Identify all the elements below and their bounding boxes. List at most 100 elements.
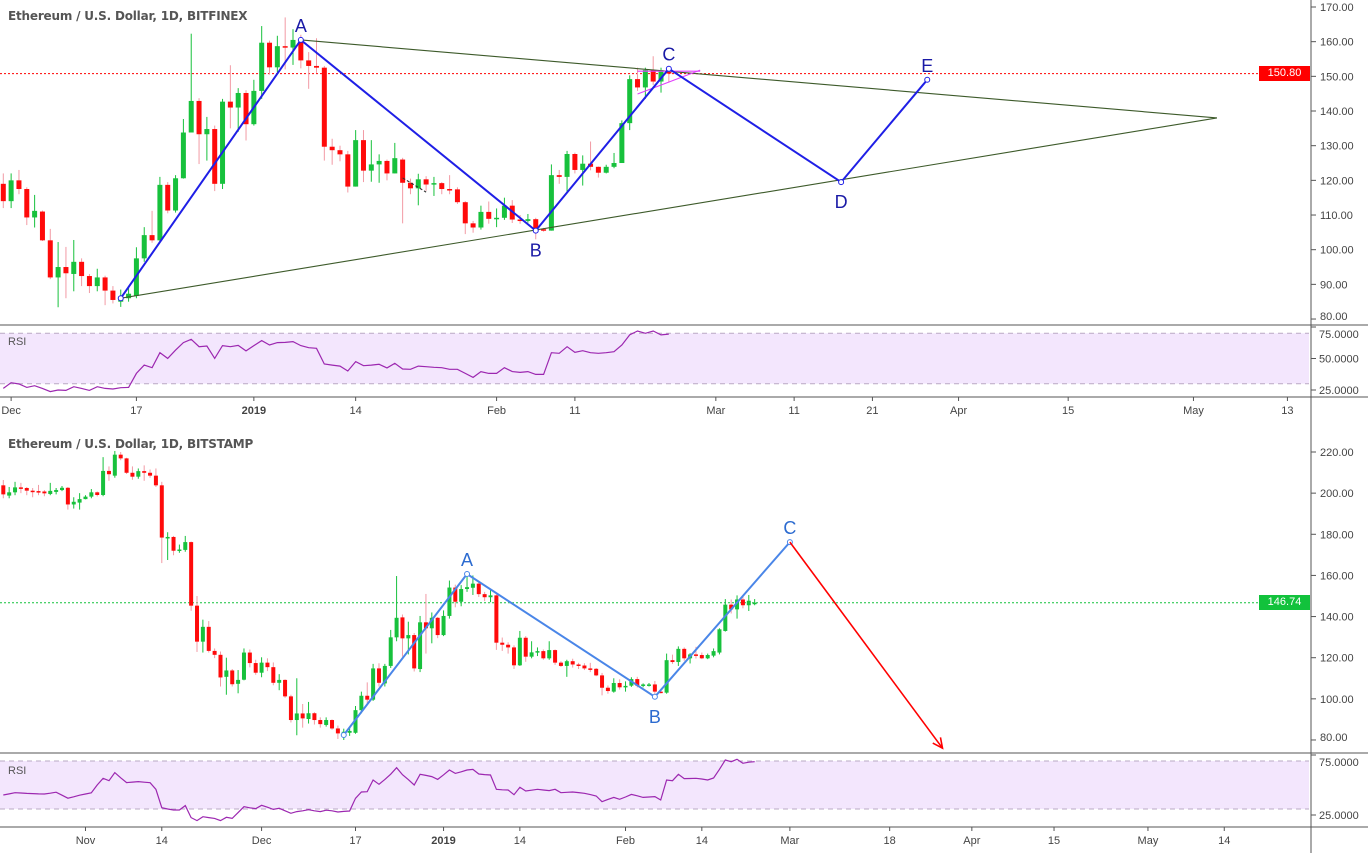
candle-body xyxy=(635,79,641,88)
trend-line xyxy=(300,39,1217,119)
candle xyxy=(294,678,299,736)
candle-body xyxy=(24,487,29,491)
candle-body xyxy=(324,720,329,725)
x-tick-label: May xyxy=(1138,835,1159,847)
candle-body xyxy=(288,696,293,721)
candle xyxy=(251,79,257,126)
candle-body xyxy=(360,140,366,171)
candle-body xyxy=(746,600,751,606)
candle-body xyxy=(102,277,108,291)
candle xyxy=(243,90,249,141)
candle-body xyxy=(494,217,500,220)
candle-body xyxy=(71,501,76,505)
candle-body xyxy=(318,720,323,725)
x-tick-label: 21 xyxy=(866,405,878,417)
candle xyxy=(36,484,41,496)
candle-body xyxy=(407,182,413,189)
x-tick-label: 11 xyxy=(788,405,799,417)
candle xyxy=(523,636,528,662)
candle-body xyxy=(388,637,393,666)
candle xyxy=(486,201,492,224)
candle-body xyxy=(265,662,270,668)
rsi-tick-label: 75.0000 xyxy=(1319,757,1359,769)
pattern-label-a: A xyxy=(461,550,473,570)
candle xyxy=(353,130,359,187)
candle-body xyxy=(188,100,194,133)
candle xyxy=(148,469,153,478)
candle-body xyxy=(282,46,288,48)
candle xyxy=(106,466,111,481)
candle-body xyxy=(7,492,12,496)
candles xyxy=(0,17,672,308)
y-tick-label: 160.00 xyxy=(1320,570,1354,582)
pattern-label-c: C xyxy=(662,45,675,65)
candle-body xyxy=(77,499,82,503)
candle xyxy=(548,164,554,231)
candle xyxy=(42,490,47,497)
candle-body xyxy=(55,267,61,278)
candle-body xyxy=(642,70,648,88)
candle-body xyxy=(611,163,617,167)
candle-body xyxy=(617,683,622,688)
candle xyxy=(376,663,381,687)
candle-body xyxy=(227,101,233,108)
candle-body xyxy=(89,492,94,497)
pattern-point xyxy=(924,76,931,83)
candle xyxy=(376,154,382,183)
candle-body xyxy=(486,211,492,219)
candle-body xyxy=(16,180,22,190)
bottom-last-price-tag: 146.74 xyxy=(1259,595,1310,611)
candle xyxy=(230,669,235,687)
candle xyxy=(16,169,22,195)
candle xyxy=(588,662,593,673)
candle-body xyxy=(511,647,516,666)
candle-body xyxy=(556,175,562,177)
candle-body xyxy=(535,651,540,653)
candle-body xyxy=(705,655,710,659)
y-tick-label: 120.00 xyxy=(1320,653,1354,665)
candle xyxy=(13,481,18,496)
arrow-head-icon xyxy=(932,737,944,750)
candle-body xyxy=(177,549,182,552)
x-tick-label: 14 xyxy=(156,835,168,847)
candle xyxy=(335,725,340,739)
candle xyxy=(462,201,468,235)
candle xyxy=(102,275,108,306)
rsi-band-fill xyxy=(0,761,1309,809)
candle-body xyxy=(423,179,429,185)
candle xyxy=(619,120,625,164)
x-tick-label: 14 xyxy=(1218,835,1230,847)
candle xyxy=(517,215,523,224)
candle-body xyxy=(353,140,359,187)
x-tick-label: Apr xyxy=(963,835,980,847)
candle xyxy=(623,681,628,692)
candle-body xyxy=(241,652,246,680)
candle xyxy=(641,683,646,688)
candle xyxy=(89,489,94,499)
candle xyxy=(259,26,265,99)
rsi-line xyxy=(2,330,669,393)
candle-body xyxy=(274,46,280,68)
candle-body xyxy=(605,687,610,692)
candle xyxy=(407,178,413,195)
candle-body xyxy=(529,652,534,657)
candle-body xyxy=(439,183,445,190)
candle-body xyxy=(482,594,487,598)
candle xyxy=(564,659,569,677)
candle-body xyxy=(588,668,593,670)
candle xyxy=(611,678,616,693)
candle xyxy=(368,140,374,182)
candle xyxy=(173,175,179,213)
candle-body xyxy=(548,175,554,231)
candle-body xyxy=(267,42,273,68)
candle-body xyxy=(47,240,53,278)
candle xyxy=(603,164,609,174)
candle xyxy=(241,648,246,681)
candle xyxy=(220,98,226,190)
x-tick-label: Dec xyxy=(1,405,21,417)
candle-body xyxy=(641,684,646,686)
candle-body xyxy=(30,490,35,493)
candle xyxy=(329,138,335,165)
candle xyxy=(204,116,210,161)
